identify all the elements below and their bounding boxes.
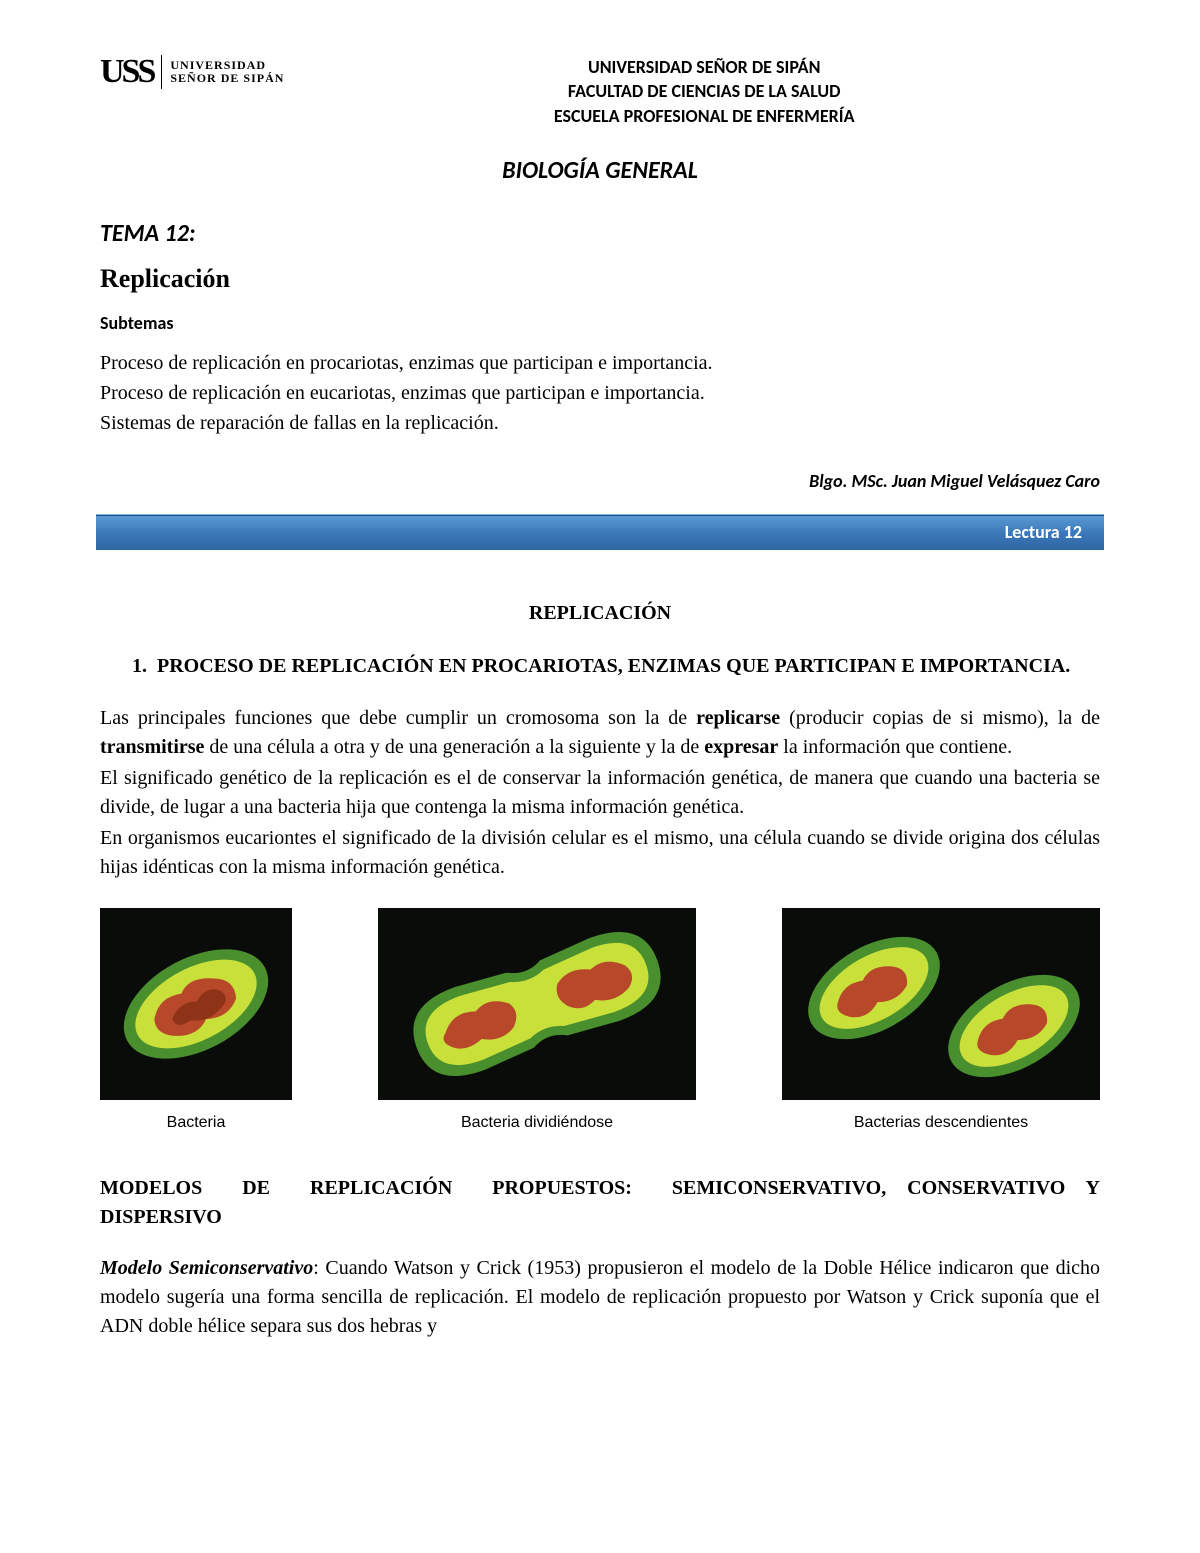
lecture-bar: Lectura 12 [96, 514, 1104, 550]
course-title: BIOLOGÍA GENERAL [100, 156, 1100, 185]
header-line1: UNIVERSIDAD SEÑOR DE SIPÁN [308, 55, 1100, 79]
heading-2: MODELOS DE REPLICACIÓN PROPUESTOS: SEMIC… [100, 1174, 1100, 1232]
figure-row: Bacteria Bacteria dividiéndose [100, 908, 1100, 1132]
figure-3-caption: Bacterias descendientes [854, 1114, 1028, 1132]
author-line: Blgo. MSc. Juan Miguel Velásquez Caro [100, 470, 1100, 492]
para1-a: Las principales funciones que debe cumpl… [100, 707, 696, 729]
logo-mark: USS [100, 55, 153, 89]
body-block: Las principales funciones que debe cumpl… [100, 704, 1100, 882]
para1-g: la información que contiene. [778, 736, 1012, 758]
section-title: REPLICACIÓN [100, 602, 1100, 625]
para1-c: (producir copias de si mismo), la de [780, 707, 1100, 729]
bacteria-daughters-icon [782, 908, 1100, 1100]
subtema-2: Proceso de replicación en eucariotas, en… [100, 378, 1100, 408]
paragraph-1: Las principales funciones que debe cumpl… [100, 704, 1100, 762]
lecture-bar-label: Lectura 12 [1005, 521, 1082, 543]
header-line3: ESCUELA PROFESIONAL DE ENFERMERÍA [308, 104, 1100, 128]
figure-1-caption: Bacteria [167, 1114, 226, 1132]
heading-1: 1. PROCESO DE REPLICACIÓN EN PROCARIOTAS… [118, 653, 1082, 680]
tema-label: TEMA 12: [100, 219, 1100, 248]
institution-heading: UNIVERSIDAD SEÑOR DE SIPÁN FACULTAD DE C… [308, 55, 1100, 128]
model-lead: Modelo Semiconservativo [100, 1257, 313, 1279]
university-logo: USS UNIVERSIDAD SEÑOR DE SIPÁN [100, 55, 284, 89]
bacteria-single-icon [100, 908, 292, 1100]
para1-e: de una célula a otra y de una generación… [204, 736, 704, 758]
logo-divider [161, 55, 162, 89]
subtema-1: Proceso de replicación en procariotas, e… [100, 348, 1100, 378]
figure-2-caption: Bacteria dividiéndose [461, 1114, 613, 1132]
model-paragraph: Modelo Semiconservativo: Cuando Watson y… [100, 1254, 1100, 1341]
page-header: USS UNIVERSIDAD SEÑOR DE SIPÁN UNIVERSID… [100, 55, 1100, 128]
subtema-3: Sistemas de reparación de fallas en la r… [100, 408, 1100, 438]
figure-1: Bacteria [100, 908, 292, 1132]
figure-2: Bacteria dividiéndose [378, 908, 696, 1132]
subtemas-label: Subtemas [100, 312, 1100, 334]
para1-b: replicarse [696, 707, 780, 729]
topic-title: Replicación [100, 264, 1100, 294]
para1-f: expresar [704, 736, 778, 758]
subtemas-body: Proceso de replicación en procariotas, e… [100, 348, 1100, 438]
heading-1-num: 1. [132, 655, 147, 677]
paragraph-2: El significado genético de la replicació… [100, 764, 1100, 822]
paragraph-3: En organismos eucariontes el significado… [100, 824, 1100, 882]
bacteria-dividing-icon [378, 908, 696, 1100]
header-line2: FACULTAD DE CIENCIAS DE LA SALUD [308, 79, 1100, 103]
para1-d: transmitirse [100, 736, 204, 758]
logo-line2: SEÑOR DE SIPÁN [170, 72, 284, 85]
logo-text: UNIVERSIDAD SEÑOR DE SIPÁN [170, 59, 284, 85]
figure-3: Bacterias descendientes [782, 908, 1100, 1132]
heading-1-text: PROCESO DE REPLICACIÓN EN PROCARIOTAS, E… [157, 655, 1070, 677]
